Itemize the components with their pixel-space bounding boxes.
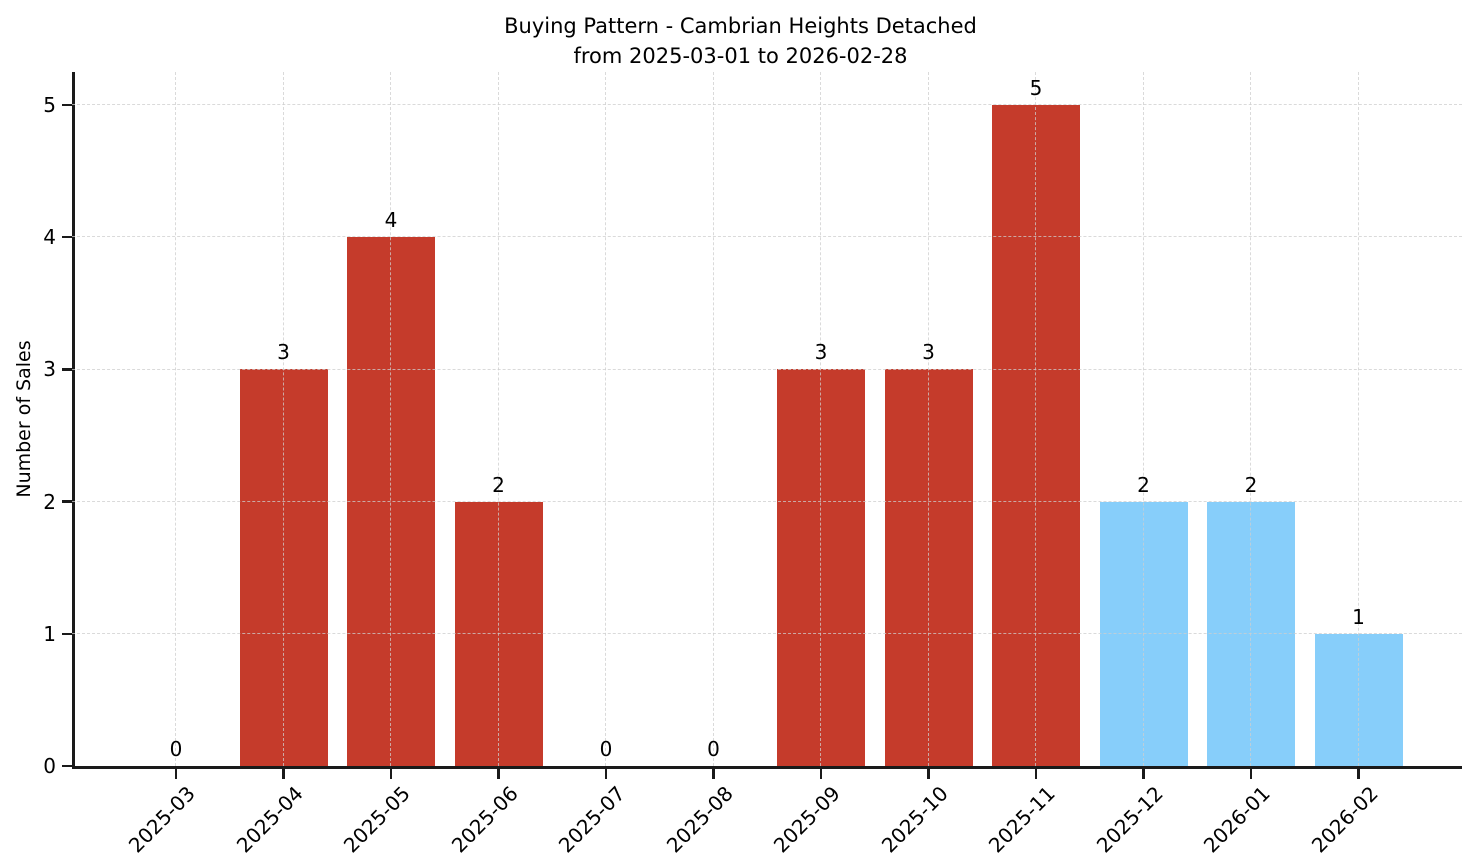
x-tick-mark	[282, 768, 285, 779]
x-tick-label: 2025-04	[231, 781, 308, 858]
gridline-horizontal	[72, 236, 1462, 238]
gridline-vertical	[175, 72, 177, 766]
y-tick-label: 0	[43, 754, 56, 778]
x-tick-label: 2026-02	[1306, 781, 1383, 858]
bar-value-label: 1	[1352, 604, 1365, 629]
x-tick-mark	[1034, 768, 1038, 779]
y-tick-label: 1	[43, 621, 56, 646]
y-axis-spine	[72, 72, 75, 769]
chart-title-line2: from 2025-03-01 to 2026-02-28	[573, 44, 908, 68]
x-tick-mark	[174, 768, 178, 779]
gridline-vertical	[282, 72, 284, 766]
gridline-vertical	[1142, 72, 1144, 766]
y-tick-label: 3	[43, 357, 56, 382]
chart-title-line1: Buying Pattern - Cambrian Heights Detach…	[504, 14, 977, 38]
bar-value-label: 0	[169, 737, 183, 761]
x-tick-mark	[497, 768, 500, 779]
gridline-vertical	[1357, 72, 1359, 766]
gridline-vertical	[605, 72, 607, 766]
gridline-vertical	[1035, 72, 1037, 766]
x-tick-label: 2025-10	[876, 781, 953, 858]
gridline-vertical	[927, 72, 929, 766]
y-tick-mark	[62, 368, 72, 371]
x-tick-label: 2025-05	[339, 781, 416, 858]
bar-value-label: 3	[277, 340, 290, 365]
bar-value-label: 3	[922, 340, 935, 365]
x-tick-label: 2025-12	[1091, 781, 1168, 858]
bar-value-label: 0	[707, 737, 720, 761]
bar-value-label: 5	[1029, 76, 1043, 101]
gridline-vertical	[820, 72, 822, 766]
x-tick-label: 2025-03	[124, 781, 201, 858]
chart-title: Buying Pattern - Cambrian Heights Detach…	[0, 11, 1481, 71]
x-tick-label: 2025-06	[446, 781, 523, 858]
bar-value-label: 4	[384, 208, 398, 233]
x-tick-mark	[604, 768, 608, 779]
x-tick-mark	[1249, 768, 1253, 779]
y-tick-mark	[62, 500, 72, 503]
gridline-vertical	[712, 72, 714, 766]
bar-value-label: 0	[599, 737, 613, 761]
x-tick-mark	[712, 768, 715, 779]
y-tick-mark	[62, 764, 72, 768]
gridline-vertical	[390, 72, 392, 766]
gridline-horizontal	[72, 500, 1462, 502]
bar-value-label: 2	[1137, 472, 1150, 497]
x-tick-mark	[819, 768, 823, 779]
y-tick-mark	[62, 103, 72, 107]
x-tick-label: 2025-11	[984, 781, 1061, 858]
gridline-vertical	[1250, 72, 1252, 766]
y-tick-mark	[62, 235, 72, 239]
y-tick-label: 5	[43, 93, 56, 118]
y-tick-mark	[62, 632, 72, 636]
gridline-vertical	[497, 72, 499, 766]
bar-value-label: 2	[492, 472, 505, 497]
x-tick-mark	[927, 768, 930, 779]
x-axis-spine	[72, 766, 1462, 769]
x-tick-mark	[1142, 768, 1145, 779]
x-tick-mark	[389, 768, 393, 779]
gridline-horizontal	[72, 104, 1462, 106]
bar-value-label: 2	[1244, 472, 1258, 497]
y-tick-label: 2	[43, 489, 56, 514]
gridline-horizontal	[72, 368, 1462, 370]
x-tick-label: 2025-07	[554, 781, 631, 858]
x-tick-label: 2025-08	[661, 781, 738, 858]
x-tick-label: 2026-01	[1199, 781, 1276, 858]
bar-value-label: 3	[814, 340, 828, 365]
gridline-horizontal	[72, 633, 1462, 635]
y-tick-label: 4	[43, 225, 56, 250]
x-tick-mark	[1357, 768, 1360, 779]
x-tick-label: 2025-09	[769, 781, 846, 858]
